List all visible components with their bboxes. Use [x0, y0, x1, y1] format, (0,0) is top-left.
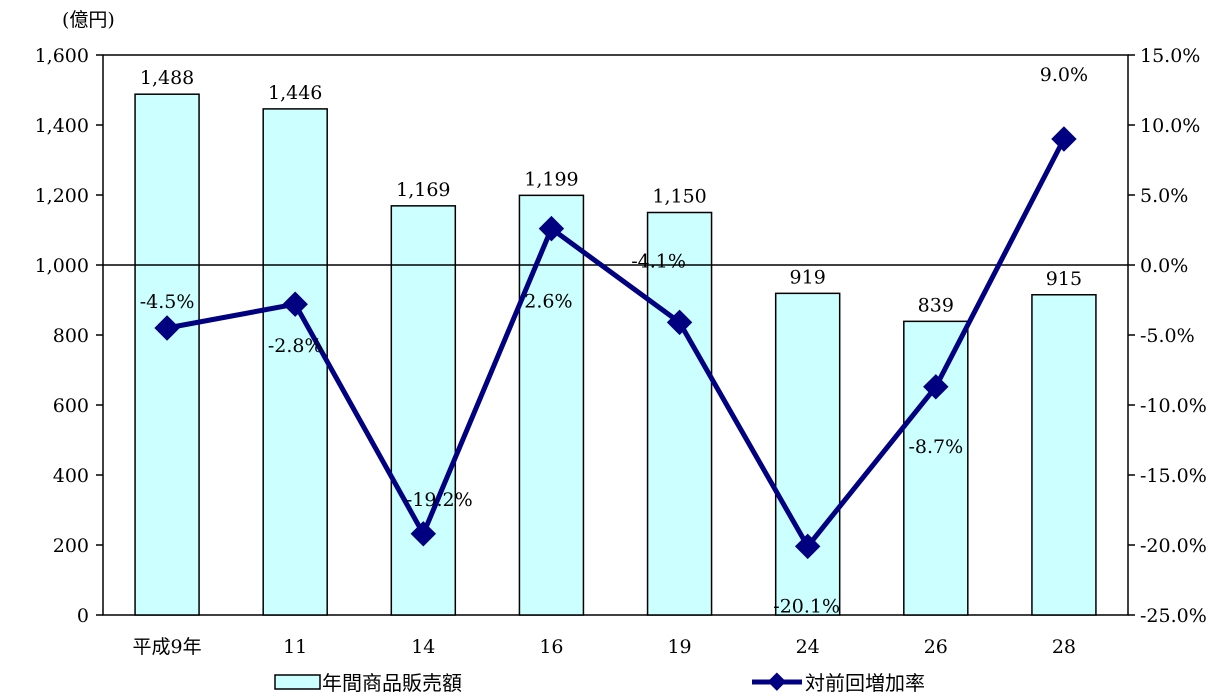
x-tick-label: 19	[667, 636, 691, 658]
y-left-axis: 0 200 400 600 800 1,000 1,200 1,400 1,600	[35, 45, 103, 627]
y-right-tick-label: -25.0%	[1140, 605, 1207, 627]
y-right-tick-label: 0.0%	[1140, 255, 1188, 277]
rate-value-label: -2.8%	[268, 335, 323, 357]
rate-value-label: -20.1%	[773, 595, 840, 617]
rate-value-label: 9.0%	[1040, 64, 1088, 86]
y-right-axis: -25.0% -20.0% -15.0% -10.0% -5.0% 0.0% 5.0% 10.…	[1128, 45, 1207, 627]
y-right-tick-label: -15.0%	[1140, 465, 1207, 487]
rate-point	[282, 291, 308, 317]
bar	[646, 211, 713, 616]
bar	[903, 320, 969, 616]
bar-value-label: 1,199	[524, 168, 578, 190]
bar-data-labels: 1,488 1,446 1,169 1,199 1,150 919 839 915	[140, 67, 1082, 316]
bar	[262, 108, 328, 616]
bar	[518, 194, 585, 616]
x-tick-label: 平成9年	[133, 636, 202, 658]
bar	[1031, 294, 1097, 616]
y-right-tick-label: -5.0%	[1140, 325, 1195, 347]
bar	[134, 93, 200, 616]
bar-value-label: 1,446	[268, 82, 322, 104]
y-left-tick-label: 400	[53, 465, 89, 487]
rate-value-label: -4.5%	[140, 291, 195, 313]
y-right-tick-label: -10.0%	[1140, 395, 1207, 417]
rate-point	[794, 533, 821, 560]
bar-value-label: 915	[1046, 268, 1082, 290]
rate-data-labels: -4.5% -2.8% -19.2% 2.6% -4.1% -20.1% -8.7% 9.0%	[140, 64, 1088, 617]
legend-line-label: 対前回増加率	[805, 671, 925, 695]
bar-value-label: 839	[918, 294, 954, 316]
plot-area	[102, 54, 1129, 616]
rate-point	[538, 215, 565, 242]
bar-series	[134, 93, 1097, 616]
x-tick-label: 11	[283, 636, 307, 658]
x-tick-label: 28	[1052, 636, 1076, 658]
y-right-tick-label: 10.0%	[1140, 115, 1200, 137]
bar	[390, 205, 457, 616]
y-right-tick-label: 5.0%	[1140, 185, 1188, 207]
legend: 年間商品販売額 対前回増加率	[274, 671, 925, 695]
x-axis: 平成9年 11 14 16 19 24 26 28	[133, 636, 1077, 658]
bar-value-label: 1,488	[140, 67, 194, 89]
rate-line	[166, 137, 1067, 549]
x-tick-label: 14	[411, 636, 435, 658]
rate-value-label: 2.6%	[524, 291, 572, 313]
y-left-tick-label: 0	[77, 605, 89, 627]
rate-point	[154, 315, 180, 341]
rate-point	[666, 309, 693, 336]
legend-bar-swatch	[274, 674, 321, 690]
rate-value-label: -4.1%	[631, 250, 686, 272]
legend-line-marker	[767, 672, 787, 691]
rate-point	[923, 374, 949, 400]
rate-value-label: -8.7%	[908, 436, 963, 458]
y-left-tick-label: 1,600	[35, 45, 89, 67]
y-left-tick-label: 1,000	[35, 255, 89, 277]
y-left-tick-label: 1,200	[35, 185, 89, 207]
bar-value-label: 1,169	[396, 179, 450, 201]
y-left-tick-label: 200	[53, 535, 89, 557]
y-left-tick-label: 1,400	[35, 115, 89, 137]
bar-value-label: 1,150	[652, 186, 706, 208]
rate-value-label: -19.2%	[406, 489, 473, 511]
legend-bar-label: 年間商品販売額	[322, 671, 462, 695]
bar-value-label: 919	[790, 266, 826, 288]
y-left-tick-label: 800	[53, 325, 89, 347]
y-left-tick-label: 600	[53, 395, 89, 417]
x-tick-label: 16	[539, 636, 563, 658]
y-right-tick-label: 15.0%	[1140, 45, 1200, 67]
x-tick-label: 24	[796, 636, 820, 658]
y-left-unit-label: (億円)	[62, 9, 115, 31]
rate-point	[410, 521, 437, 547]
bar	[774, 292, 841, 616]
x-tick-label: 26	[924, 636, 948, 658]
rate-line-series	[154, 126, 1077, 560]
y-right-tick-label: -20.0%	[1140, 535, 1207, 557]
